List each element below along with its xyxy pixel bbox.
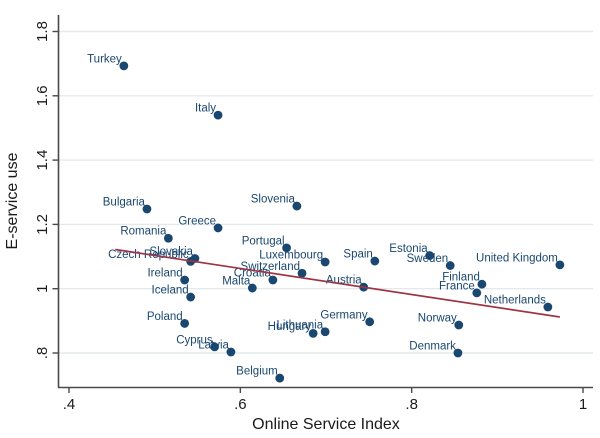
data-point-label: Norway xyxy=(418,313,457,325)
data-point-label: Spain xyxy=(343,249,372,261)
data-point-label: Croatia xyxy=(234,268,272,280)
data-point-dot xyxy=(308,328,318,338)
data-point-dot xyxy=(297,268,307,278)
data-point-dot xyxy=(425,251,435,260)
data-point-dot xyxy=(210,342,220,352)
y-tick-label: 1.6 xyxy=(34,85,51,106)
data-point-label: Estonia xyxy=(389,243,428,255)
data-point-dot xyxy=(292,201,302,211)
data-point-label: France xyxy=(439,280,475,292)
data-point-dot xyxy=(543,302,553,312)
x-tick-label: 1 xyxy=(579,396,587,413)
data-point-dot xyxy=(119,61,129,71)
data-point-label: Romania xyxy=(120,226,167,238)
data-point-dot xyxy=(555,260,565,270)
data-point-dot xyxy=(320,327,330,337)
data-point-label: Belgium xyxy=(236,366,278,378)
data-point-dot xyxy=(268,275,278,285)
y-tick-label: 1.8 xyxy=(34,21,51,42)
data-point-dot xyxy=(180,275,190,285)
data-point-label: Ireland xyxy=(147,268,182,280)
data-point-label: Greece xyxy=(178,215,216,227)
data-point-dot xyxy=(226,347,236,357)
data-point-label: Poland xyxy=(147,311,183,323)
x-axis-title: Online Service Index xyxy=(252,416,400,433)
axis-ticks: .8 1 1.2 1.4 1.6 1.8 .4 .6 .8 1 xyxy=(34,21,587,413)
data-point-dot xyxy=(142,204,152,214)
y-tick-label: 1 xyxy=(34,285,51,293)
y-axis-title: E-service use xyxy=(4,152,21,249)
data-point-label: Hungary xyxy=(268,321,312,333)
data-point-label: Italy xyxy=(195,103,216,115)
data-points: Turkey Italy Slovenia Bulgaria Greece Romania… xyxy=(87,53,565,383)
data-point-dot xyxy=(213,223,223,233)
data-point-dot xyxy=(275,373,285,383)
data-point-label: United Kingdom xyxy=(476,252,558,264)
data-point-label: Switzerland xyxy=(241,261,300,273)
data-point-dot xyxy=(247,283,257,293)
gridlines xyxy=(58,30,593,354)
y-tick-label: 1.2 xyxy=(34,214,51,235)
x-tick-label: .4 xyxy=(63,396,76,413)
data-point-dot xyxy=(454,320,464,330)
data-point-label: Malta xyxy=(222,276,251,288)
data-point-label: Finland xyxy=(442,272,480,284)
data-point-dot xyxy=(365,317,375,327)
data-point-dot xyxy=(453,348,463,358)
x-tick-label: .8 xyxy=(405,396,418,413)
data-point-dot xyxy=(320,257,330,267)
data-point-dot xyxy=(186,292,196,302)
fit-line xyxy=(115,248,560,318)
data-point-label: Latvia xyxy=(198,340,229,352)
data-point-label: Denmark xyxy=(409,341,456,353)
axes xyxy=(57,15,593,389)
data-point-label: Portugal xyxy=(242,235,285,247)
data-point-dot xyxy=(370,256,380,266)
data-point-label: Netherlands xyxy=(484,295,546,307)
data-point-label: Sweden xyxy=(407,253,449,265)
data-point-dot xyxy=(477,279,487,289)
data-point-label: Germany xyxy=(320,309,368,321)
data-point-dot xyxy=(213,110,223,120)
data-point-label: Cyprus xyxy=(176,334,213,346)
y-tick-label: 1.4 xyxy=(34,150,51,171)
data-point-dot xyxy=(180,319,190,328)
x-tick-label: .6 xyxy=(234,396,247,413)
data-point-dot xyxy=(445,261,455,270)
data-point-label: Luxembourg xyxy=(259,250,323,262)
data-point-label: Slovenia xyxy=(251,194,296,206)
data-point-label: Bulgaria xyxy=(103,196,146,208)
data-point-dot xyxy=(472,288,482,298)
y-tick-label: .8 xyxy=(34,347,51,360)
data-point-dot xyxy=(163,233,173,243)
fit-line-layer xyxy=(115,248,560,318)
data-point-dot xyxy=(282,243,291,253)
data-point-label: Slovakia xyxy=(149,246,193,258)
data-point-label: Iceland xyxy=(152,285,189,297)
data-point-label: Turkey xyxy=(87,53,122,65)
data-point-label: Lithuania xyxy=(276,319,323,331)
